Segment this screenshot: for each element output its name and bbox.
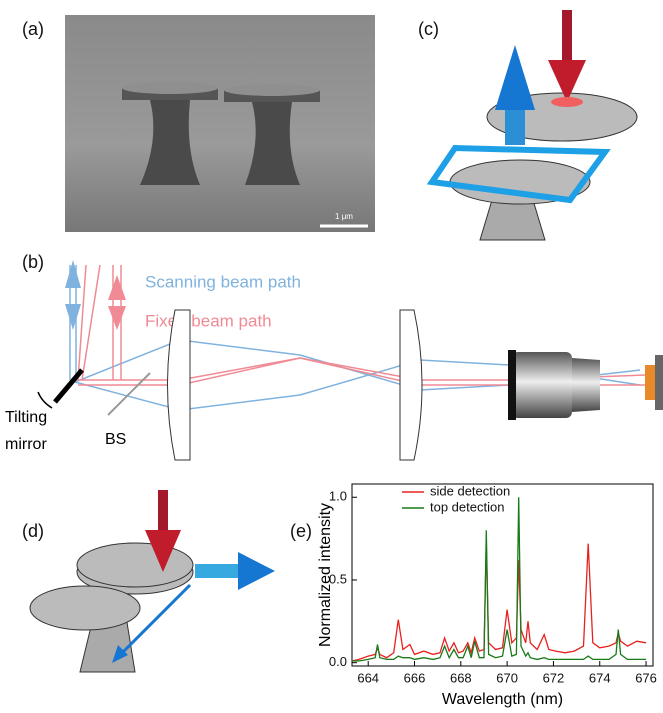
x-tick-label: 676 [635, 670, 657, 685]
x-axis-label: Wavelength (nm) [442, 691, 563, 708]
objective [512, 352, 572, 418]
objective [508, 350, 516, 420]
arrow [238, 552, 275, 590]
x-tick-label: 670 [496, 670, 518, 685]
lens [168, 310, 191, 460]
y-tick-label: 1.0 [329, 489, 347, 504]
panel-label: (e) [290, 521, 312, 541]
legend-text: Scanning beam path [145, 272, 301, 291]
x-tick-label: 668 [450, 670, 472, 685]
sample [645, 365, 655, 400]
annotation: Tilting [5, 409, 47, 426]
disk [224, 84, 320, 96]
legend-text: Fixed beam path [145, 311, 272, 330]
objective [572, 358, 600, 412]
scale-label: 1 μm [335, 212, 353, 221]
spot [551, 97, 583, 107]
disk [77, 543, 193, 587]
disk [30, 586, 140, 630]
annotation: BS [105, 431, 126, 448]
legend-label: top detection [430, 499, 504, 514]
lens [400, 310, 422, 460]
x-tick-label: 664 [357, 670, 379, 685]
panel-label: (b) [22, 252, 44, 272]
figure: (a) 1 μm (c) (b) Scanning beam path Fixe… [0, 0, 663, 713]
arrow [495, 45, 535, 110]
annotation: mirror [5, 436, 47, 453]
y-axis-label: Normalized intensity [317, 503, 334, 647]
disk [122, 82, 218, 94]
panel-label: (d) [22, 521, 44, 541]
series-line [352, 544, 646, 661]
beam [195, 564, 240, 578]
panel-label: (a) [22, 19, 44, 39]
sem-image [65, 15, 375, 232]
x-tick-label: 672 [543, 670, 565, 685]
legend-label: side detection [430, 483, 510, 498]
y-tick-label: 0.0 [329, 654, 347, 669]
x-tick-label: 666 [404, 670, 426, 685]
mirror [55, 370, 82, 402]
x-tick-label: 674 [589, 670, 611, 685]
beam [562, 10, 572, 60]
beam [505, 110, 525, 145]
panel-label: (c) [418, 19, 439, 39]
beam [158, 490, 168, 530]
sample-holder [655, 355, 663, 410]
rotation-arrow [38, 392, 52, 408]
